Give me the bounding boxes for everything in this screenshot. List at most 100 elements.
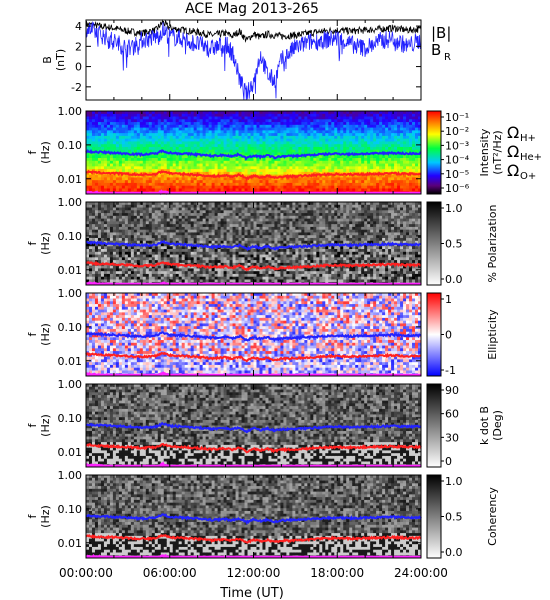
heatmap-cell	[145, 141, 150, 145]
heatmap-cell	[157, 249, 162, 253]
heatmap-cell	[316, 116, 320, 120]
heatmap-cell	[175, 113, 180, 117]
heatmap-cell	[262, 144, 266, 148]
heatmap-cell	[229, 257, 233, 261]
heatmap-cell	[217, 119, 221, 123]
heatmap-cell	[121, 135, 126, 140]
heatmap-cell	[106, 152, 111, 156]
heatmap-cell	[280, 133, 284, 137]
heatmap-cell	[400, 116, 404, 120]
heatmap-cell	[112, 226, 117, 231]
heatmap-cell	[388, 174, 392, 178]
heatmap-cell	[163, 246, 168, 250]
heatmap-cell	[151, 133, 156, 137]
heatmap-cell	[118, 210, 123, 214]
heatmap-cell	[298, 188, 302, 192]
heatmap-cell	[325, 122, 329, 126]
heatmap-cell	[211, 146, 216, 151]
heatmap-cell	[226, 202, 230, 206]
heatmap-cell	[184, 188, 189, 192]
heatmap-cell	[364, 141, 368, 145]
heatmap-cell	[115, 210, 120, 214]
heatmap-cell	[169, 243, 174, 247]
heatmap-cell	[223, 149, 227, 153]
heatmap-cell	[388, 127, 392, 131]
heatmap-cell	[103, 113, 108, 117]
heatmap-cell	[271, 122, 275, 126]
heatmap-cell	[235, 138, 239, 142]
heatmap-cell	[337, 180, 341, 184]
heatmap-cell	[166, 122, 171, 126]
heatmap-cell	[220, 171, 224, 176]
heatmap-cell	[286, 141, 290, 145]
heatmap-cell	[136, 116, 141, 120]
heatmap-cell	[142, 279, 147, 283]
heatmap-cell	[400, 122, 404, 126]
heatmap-cell	[403, 119, 407, 123]
heatmap-cell	[109, 279, 114, 283]
heatmap-cell	[301, 177, 305, 181]
heatmap-cell	[232, 166, 236, 170]
heatmap-cell	[289, 166, 293, 170]
heatmap-cell	[364, 158, 368, 162]
heatmap-cell	[151, 237, 156, 242]
heatmap-cell	[187, 204, 192, 208]
heatmap-cell	[220, 224, 224, 228]
heatmap-cell	[220, 207, 224, 211]
heatmap-cell	[148, 240, 153, 244]
heatmap-cell	[394, 169, 398, 173]
heatmap-cell	[94, 271, 99, 275]
heatmap-cell	[184, 124, 189, 128]
heatmap-cell	[130, 166, 135, 170]
heatmap-cell	[229, 251, 233, 255]
heatmap-cell	[373, 163, 377, 167]
heatmap-cell	[139, 144, 144, 148]
heatmap-cell	[97, 177, 102, 181]
heatmap-cell	[289, 158, 293, 162]
heatmap-cell	[163, 130, 168, 134]
heatmap-cell	[403, 180, 407, 184]
heatmap-cell	[169, 111, 174, 115]
heatmap-cell	[280, 138, 284, 142]
heatmap-cell	[343, 133, 347, 137]
heatmap-cell	[205, 235, 210, 239]
heatmap-cell	[163, 226, 168, 231]
heatmap-cell	[403, 124, 407, 128]
heatmap-cell	[178, 207, 183, 211]
heatmap-cell	[328, 174, 332, 178]
heatmap-cell	[289, 124, 293, 128]
heatmap-cell	[355, 113, 359, 117]
heatmap-cell	[133, 260, 138, 264]
heatmap-cell	[121, 174, 126, 178]
heatmap-cell	[223, 207, 227, 211]
heatmap-cell	[280, 188, 284, 192]
heatmap-cell	[250, 127, 254, 131]
heatmap-cell	[340, 166, 344, 170]
heatmap-cell	[211, 268, 216, 272]
heatmap-cell	[148, 237, 153, 242]
heatmap-cell	[127, 135, 132, 140]
heatmap-cell	[118, 249, 123, 253]
heatmap-cell	[247, 149, 251, 153]
heatmap-cell	[106, 218, 111, 222]
heatmap-cell	[100, 133, 105, 137]
heatmap-cell	[205, 215, 210, 219]
heatmap-cell	[94, 155, 99, 159]
heatmap-cell	[334, 174, 338, 178]
heatmap-cell	[388, 135, 392, 140]
heatmap-cell	[112, 160, 117, 164]
heatmap-cell	[220, 111, 224, 115]
heatmap-cell	[199, 262, 204, 267]
heatmap-cell	[340, 138, 344, 142]
heatmap-cell	[97, 237, 102, 242]
heatmap-cell	[313, 144, 317, 148]
heatmap-cell	[403, 141, 407, 145]
heatmap-cell	[337, 119, 341, 123]
heatmap-cell	[142, 273, 147, 278]
heatmap-cell	[121, 127, 126, 131]
heatmap-cell	[223, 166, 227, 170]
heatmap-cell	[223, 226, 227, 231]
heatmap-cell	[178, 174, 183, 178]
heatmap-cell	[211, 271, 216, 275]
heatmap-cell	[295, 158, 299, 162]
